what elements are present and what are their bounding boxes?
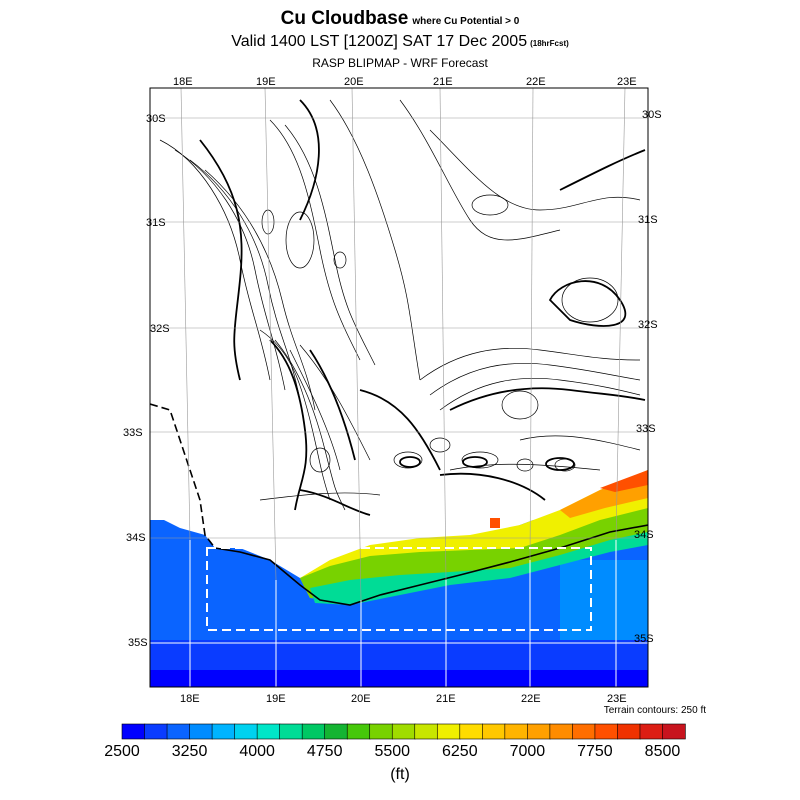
colorbar-tick-label: 6250 — [430, 743, 490, 761]
colorbar-swatch — [347, 724, 370, 739]
colorbar-swatch — [145, 724, 168, 739]
colorbar-swatch — [505, 724, 528, 739]
colorbar-tick-label: 7750 — [565, 743, 625, 761]
cloudbase-cell-red — [490, 518, 500, 528]
colorbar-swatch — [167, 724, 190, 739]
colorbar-swatch — [527, 724, 550, 739]
colorbar-swatch — [550, 724, 573, 739]
lon-top-label: 22E — [526, 76, 546, 88]
lat-right-label: 35S — [634, 633, 654, 645]
colorbar-swatch — [572, 724, 595, 739]
lon-top-label: 23E — [617, 76, 637, 88]
lat-left-label: 30S — [146, 113, 166, 125]
lon-top-label: 19E — [256, 76, 276, 88]
lon-top-label: 21E — [433, 76, 453, 88]
colorbar-swatch — [437, 724, 460, 739]
lon-bottom-label: 22E — [521, 693, 541, 705]
colorbar-swatch — [190, 724, 213, 739]
lon-bottom-label: 23E — [607, 693, 627, 705]
lon-bottom-label: 21E — [436, 693, 456, 705]
colorbar-swatch — [370, 724, 393, 739]
map-area — [150, 88, 648, 690]
ocean-field-east — [560, 560, 648, 640]
colorbar-swatch — [122, 724, 145, 739]
lon-top-label: 18E — [173, 76, 193, 88]
lat-right-label: 30S — [642, 109, 662, 121]
colorbar-swatch — [662, 724, 685, 739]
colorbar-swatch — [415, 724, 438, 739]
colorbar-swatch — [482, 724, 505, 739]
colorbar-swatch — [595, 724, 618, 739]
lat-right-label: 31S — [638, 214, 658, 226]
lat-left-label: 33S — [123, 427, 143, 439]
colorbar-swatch — [257, 724, 280, 739]
lat-left-label: 31S — [146, 217, 166, 229]
lon-bottom-label: 20E — [351, 693, 371, 705]
colorbar-swatch — [325, 724, 348, 739]
colorbar-swatch — [302, 724, 325, 739]
colorbar-tick-label: 8500 — [632, 743, 692, 761]
lat-right-label: 34S — [634, 529, 654, 541]
colorbar-tick-label: 4750 — [295, 743, 355, 761]
terrain-contour-note: Terrain contours: 250 ft — [560, 705, 706, 716]
colorbar — [122, 724, 685, 739]
lon-bottom-label: 18E — [180, 693, 200, 705]
lon-top-label: 20E — [344, 76, 364, 88]
colorbar-swatch — [212, 724, 235, 739]
lon-bottom-label: 19E — [266, 693, 286, 705]
colorbar-swatch — [280, 724, 303, 739]
colorbar-swatch — [617, 724, 640, 739]
colorbar-swatch — [235, 724, 258, 739]
colorbar-units: (ft) — [0, 766, 800, 784]
colorbar-tick-label: 2500 — [92, 743, 152, 761]
lat-left-label: 34S — [126, 532, 146, 544]
colorbar-tick-label: 3250 — [160, 743, 220, 761]
lat-right-label: 32S — [638, 319, 658, 331]
colorbar-tick-label: 4000 — [227, 743, 287, 761]
colorbar-swatch — [392, 724, 415, 739]
colorbar-tick-label: 5500 — [362, 743, 422, 761]
colorbar-swatch — [640, 724, 663, 739]
lat-left-label: 35S — [128, 637, 148, 649]
colorbar-tick-label: 7000 — [497, 743, 557, 761]
lat-left-label: 32S — [150, 323, 170, 335]
lat-right-label: 33S — [636, 423, 656, 435]
colorbar-swatch — [460, 724, 483, 739]
